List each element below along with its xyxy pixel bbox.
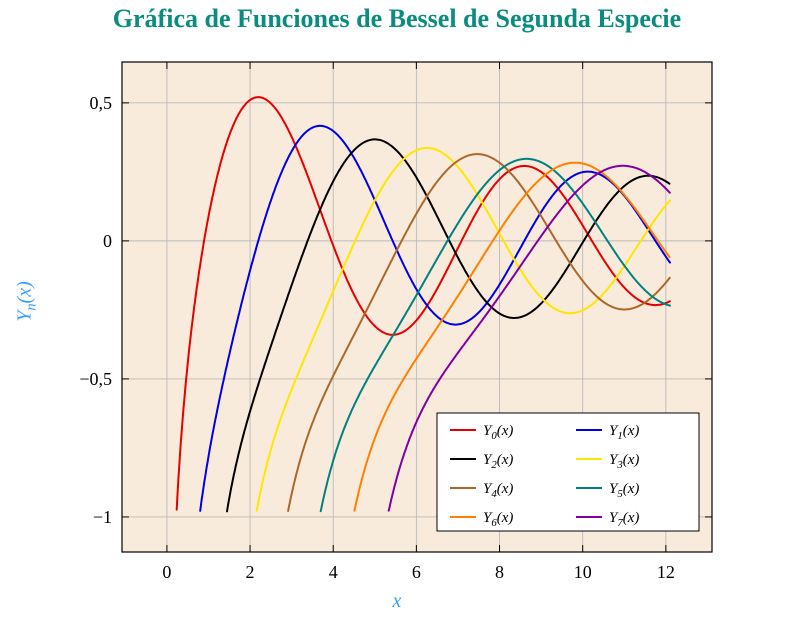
- x-tick-label: 4: [329, 562, 338, 582]
- tick-labels: 0 2 4 6 8 10 12 −1 −0,5 0 0,5: [79, 93, 675, 582]
- series-line-Y6: [353, 161, 671, 512]
- series-line-Y1: [199, 124, 671, 512]
- x-tick-label: 2: [246, 562, 255, 582]
- series-line-Y4: [287, 153, 671, 512]
- x-tick-label: 6: [412, 562, 421, 582]
- y-tick-label: −0,5: [79, 369, 112, 389]
- series-line-Y3: [255, 147, 671, 512]
- legend-item-Y0: Y0(x): [450, 423, 513, 442]
- legend-item-Y4: Y4(x): [450, 481, 513, 500]
- series-curves: [175, 96, 671, 513]
- legend-label: Y0(x): [483, 423, 513, 442]
- x-axis-label: x: [392, 590, 402, 612]
- legend-label: Y7(x): [609, 510, 639, 529]
- series-line-Y7: [387, 164, 671, 512]
- y-tick-label: 0: [103, 231, 112, 251]
- legend-label: Y4(x): [483, 481, 513, 500]
- chart-title: Gráfica de Funciones de Bessel de Segund…: [112, 4, 682, 33]
- tick-marks: [122, 62, 712, 552]
- legend-label: Y3(x): [609, 452, 639, 471]
- grid-lines: [122, 62, 712, 552]
- legend-label: Y5(x): [609, 481, 639, 500]
- x-tick-label: 10: [574, 562, 592, 582]
- x-tick-label: 8: [495, 562, 504, 582]
- legend-box: [436, 412, 700, 532]
- legend: Y0(x) Y1(x) Y2(x) Y3(x) Y4(x) Y5(x) Y6(x) Y7(x): [436, 412, 700, 532]
- legend-item-Y6: Y6(x): [450, 510, 513, 529]
- series-line-Y5: [319, 157, 671, 513]
- legend-item-Y2: Y2(x): [450, 452, 513, 471]
- legend-label: Y6(x): [483, 510, 513, 529]
- legend-item-Y5: Y5(x): [576, 481, 639, 500]
- legend-item-Y7: Y7(x): [576, 510, 639, 529]
- legend-label: Y2(x): [483, 452, 513, 471]
- y-tick-label: −1: [93, 507, 112, 527]
- legend-item-Y3: Y3(x): [576, 452, 639, 471]
- legend-item-Y1: Y1(x): [576, 423, 639, 442]
- x-tick-label: 12: [657, 562, 675, 582]
- x-tick-label: 0: [162, 562, 171, 582]
- legend-label: Y1(x): [609, 423, 639, 442]
- y-axis-label: Yn(x): [13, 281, 40, 322]
- plot-frame: [121, 61, 713, 553]
- y-tick-label: 0,5: [90, 93, 113, 113]
